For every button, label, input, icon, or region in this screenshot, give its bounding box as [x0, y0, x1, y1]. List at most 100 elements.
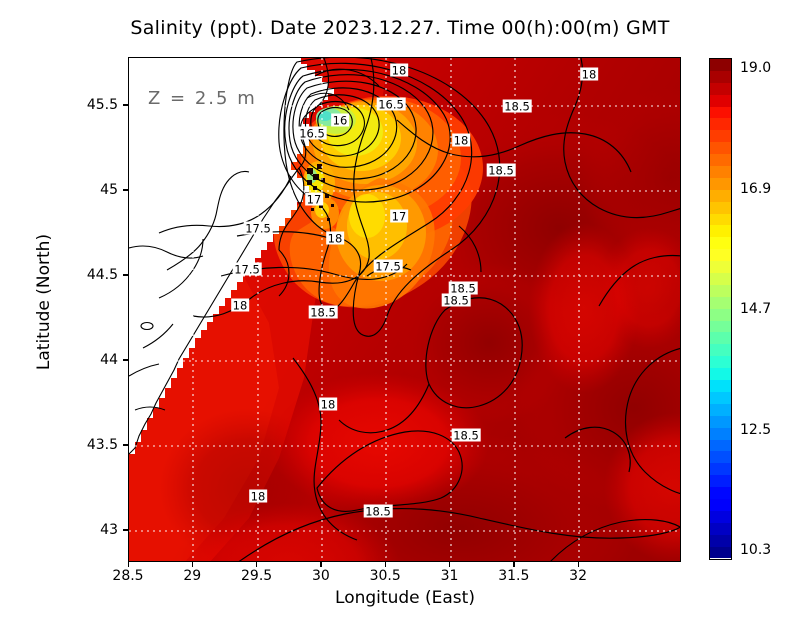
- contour-label: 18: [326, 231, 344, 245]
- y-tick-label: 43: [100, 522, 118, 538]
- coastline: [129, 58, 380, 455]
- x-tick-mark: [513, 562, 515, 567]
- colorbar-tick-label: 14.7: [740, 301, 772, 317]
- colorbar-band: [710, 403, 731, 416]
- colorbar-band: [710, 546, 731, 559]
- y-tick-mark: [123, 274, 128, 276]
- contour-label: 18: [231, 298, 249, 312]
- colorbar-tick-label: 12.5: [740, 421, 772, 438]
- contour-label: 16.5: [376, 97, 406, 111]
- colorbar-band: [710, 510, 731, 523]
- colorbar-band: [710, 296, 731, 309]
- x-axis-label: Longitude (East): [335, 588, 475, 608]
- x-tick-mark: [256, 562, 258, 567]
- colorbar-band: [710, 439, 731, 452]
- figure-title: Salinity (ppt). Date 2023.12.27. Time 00…: [130, 17, 670, 39]
- x-tick-label: 31: [440, 568, 459, 584]
- x-tick-mark: [320, 562, 322, 567]
- colorbar-band: [710, 368, 731, 381]
- contour-lines: [192, 58, 680, 561]
- colorbar-tick-label: 19.0: [740, 60, 772, 76]
- y-tick-label: 45.5: [86, 97, 118, 113]
- x-tick-label: 29.5: [241, 568, 273, 584]
- colorbar-band: [710, 534, 731, 547]
- colorbar-band: [710, 463, 731, 476]
- contour-label: 18.5: [486, 163, 516, 177]
- colorbar-band: [710, 273, 731, 285]
- colorbar-band: [710, 308, 731, 321]
- colorbar-band: [710, 213, 731, 226]
- depth-annotation: Z = 2.5 m: [148, 88, 257, 109]
- x-tick-mark: [127, 562, 129, 567]
- contour-label: 18.5: [451, 428, 481, 442]
- colorbar: [709, 58, 732, 560]
- contour-label: 17: [390, 209, 408, 223]
- y-tick-mark: [123, 189, 128, 191]
- y-axis-label: Latitude (North): [34, 233, 54, 371]
- y-tick-mark: [123, 359, 128, 361]
- colorbar-band: [710, 391, 731, 404]
- colorbar-band: [710, 249, 731, 262]
- y-tick-label: 44.5: [86, 267, 118, 283]
- x-tick-label: 30.5: [369, 568, 401, 584]
- colorbar-band: [710, 320, 731, 333]
- y-tick-mark: [123, 529, 128, 531]
- colorbar-band: [710, 427, 731, 440]
- x-tick-mark: [577, 562, 579, 567]
- contour-label: 18.5: [448, 281, 478, 295]
- colorbar-tick-label: 10.3: [740, 542, 772, 558]
- contour-label: 17.5: [232, 262, 262, 276]
- x-tick-label: 28.5: [112, 568, 144, 584]
- colorbar-band: [710, 475, 731, 488]
- contour-label: 18: [390, 63, 408, 77]
- x-tick-label: 30: [311, 568, 330, 584]
- map-canvas: [129, 58, 680, 561]
- colorbar-band: [710, 332, 731, 345]
- salinity-field: [129, 58, 680, 561]
- colorbar-band: [710, 237, 731, 250]
- colorbar-band: [710, 356, 731, 369]
- colorbar-band: [710, 70, 731, 83]
- contour-label: 16.5: [297, 126, 327, 140]
- contour-label: 17.5: [373, 259, 403, 273]
- colorbar-band: [710, 59, 731, 71]
- contour-label: 18: [319, 397, 337, 411]
- contour-label: 17: [305, 192, 323, 206]
- colorbar-band: [710, 344, 731, 357]
- x-tick-label: 31.5: [498, 568, 530, 584]
- colorbar-band: [710, 201, 731, 214]
- contour-label: 18.5: [308, 305, 338, 319]
- x-tick-label: 32: [569, 568, 588, 584]
- colorbar-band: [710, 261, 731, 274]
- contour-label: 18.5: [502, 99, 532, 113]
- colorbar-band: [710, 166, 731, 178]
- contour-label: 18.5: [441, 293, 471, 307]
- contour-label: 16: [331, 113, 349, 127]
- contour-label: 18: [249, 489, 267, 503]
- colorbar-band: [710, 522, 731, 535]
- map-plot-area: [128, 57, 681, 562]
- colorbar-band: [710, 451, 731, 464]
- colorbar-band: [710, 380, 731, 392]
- colorbar-band: [710, 498, 731, 511]
- colorbar-band: [710, 415, 731, 428]
- colorbar-band: [710, 225, 731, 238]
- y-tick-label: 44: [100, 352, 118, 368]
- contour-label: 18: [452, 133, 470, 147]
- contour-label: 17.5: [243, 221, 273, 235]
- y-tick-label: 45: [100, 182, 118, 198]
- y-tick-mark: [123, 444, 128, 446]
- colorbar-band: [710, 177, 731, 190]
- colorbar-band: [710, 142, 731, 155]
- colorbar-band: [710, 189, 731, 202]
- y-tick-label: 43.5: [86, 437, 118, 453]
- colorbar-band: [710, 106, 731, 119]
- colorbar-band: [710, 82, 731, 95]
- x-tick-mark: [449, 562, 451, 567]
- contour-label: 18.5: [363, 504, 393, 518]
- colorbar-band: [710, 284, 731, 297]
- contour-label: 18: [580, 67, 598, 81]
- colorbar-tick-label: 16.9: [740, 180, 772, 197]
- land-mask: [129, 58, 334, 454]
